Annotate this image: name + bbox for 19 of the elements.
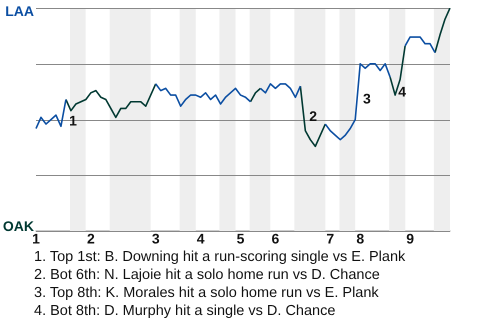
x-tick-label: 8: [356, 230, 364, 246]
text: OAK: [2, 218, 34, 234]
text: LAA: [5, 2, 34, 19]
x-tick-label: 7: [326, 230, 334, 246]
x-tick-label: 3: [152, 230, 160, 246]
annotation: 1: [69, 112, 78, 129]
x-tick-label: 1: [32, 230, 40, 246]
annotation: 3: [363, 90, 372, 106]
annotation: 4: [398, 84, 406, 100]
x-tick-label: 4: [196, 230, 205, 246]
annotation: 2: [309, 108, 318, 124]
x-tick-label: 6: [272, 230, 280, 246]
x-tick-label: 9: [406, 230, 414, 246]
x-tick-label: 5: [236, 230, 245, 246]
text: 2. Bot 6th: N. Lajoie hit a solo home run vs D. Chance: [34, 266, 381, 284]
x-tick-label: 2: [86, 230, 95, 246]
text: 4. Bot 8th: D. Murphy hit a single vs D. Chance: [34, 302, 336, 320]
text: 1. Top 1st: B. Downing hit a run-scoring single vs E. Plank: [34, 248, 406, 266]
text: 3. Top 8th: K. Morales hit a solo home run vs E. Plank: [34, 284, 380, 302]
